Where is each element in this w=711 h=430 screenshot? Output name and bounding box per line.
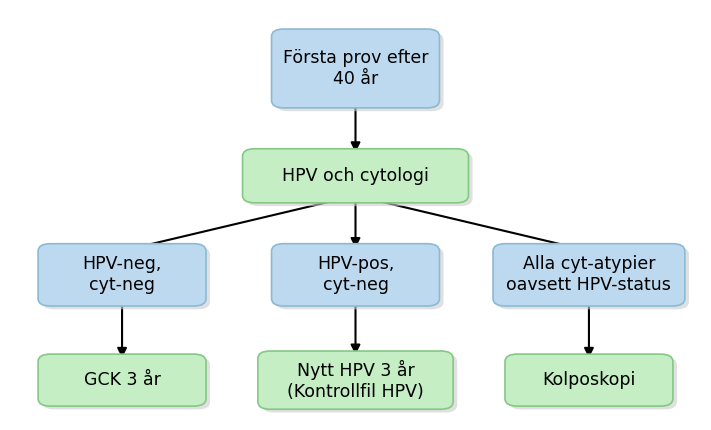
FancyBboxPatch shape [493,244,685,306]
Text: HPV-neg,
cyt-neg: HPV-neg, cyt-neg [82,255,161,294]
FancyBboxPatch shape [42,357,210,409]
FancyBboxPatch shape [276,247,444,309]
FancyBboxPatch shape [258,351,453,409]
FancyBboxPatch shape [497,247,689,309]
FancyBboxPatch shape [38,354,206,406]
Text: HPV och cytologi: HPV och cytologi [282,167,429,185]
FancyBboxPatch shape [42,247,210,309]
FancyBboxPatch shape [247,152,473,206]
Text: Nytt HPV 3 år
(Kontrollfil HPV): Nytt HPV 3 år (Kontrollfil HPV) [287,359,424,401]
FancyBboxPatch shape [509,357,677,409]
FancyBboxPatch shape [272,244,439,306]
FancyBboxPatch shape [276,32,444,111]
FancyBboxPatch shape [38,244,206,306]
FancyBboxPatch shape [272,29,439,108]
Text: Första prov efter
40 år: Första prov efter 40 år [283,49,428,88]
Text: Kolposkopi: Kolposkopi [542,371,636,389]
Text: Alla cyt-atypier
oavsett HPV-status: Alla cyt-atypier oavsett HPV-status [506,255,671,294]
FancyBboxPatch shape [505,354,673,406]
FancyBboxPatch shape [242,149,469,203]
FancyBboxPatch shape [262,354,457,412]
Text: HPV-pos,
cyt-neg: HPV-pos, cyt-neg [317,255,394,294]
Text: GCK 3 år: GCK 3 år [84,371,161,389]
